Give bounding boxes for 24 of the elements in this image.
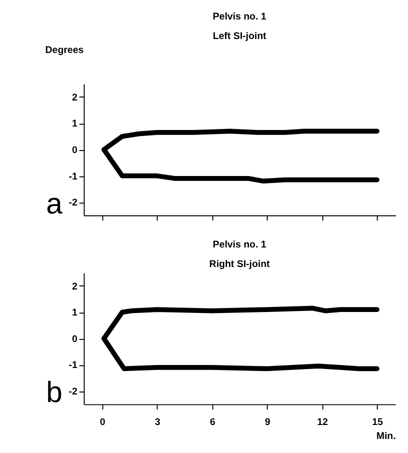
x-tick-label: 15 xyxy=(372,417,384,428)
y-tick-label: 2 xyxy=(72,92,78,104)
x-tick-label: 6 xyxy=(210,417,216,428)
chart-title: Pelvis no. 1 xyxy=(212,12,267,23)
y-tick-label: -2 xyxy=(68,386,78,398)
y-axis-title: Degrees xyxy=(45,45,84,56)
y-tick-label: 1 xyxy=(72,118,78,130)
x-tick-label: 9 xyxy=(264,417,271,428)
text: a xyxy=(46,188,64,220)
y-tick-label: 1 xyxy=(72,308,78,319)
y-tick-label: -2 xyxy=(68,198,78,209)
chart-title: Pelvis no. 1 xyxy=(212,239,267,250)
x-tick-label: 0 xyxy=(100,417,106,428)
y-tick-label: -1 xyxy=(68,360,78,372)
y-tick-label: 0 xyxy=(72,334,78,345)
chart-subtitle: Left SI-joint xyxy=(212,31,268,42)
y-tick-label: 0 xyxy=(72,144,78,156)
x-tick-label: 3 xyxy=(154,417,161,428)
x-tick-label: 12 xyxy=(317,417,329,428)
text: b xyxy=(46,377,62,410)
x-axis-title: Min. xyxy=(376,430,396,442)
y-tick-label: -1 xyxy=(68,171,78,182)
chart-subtitle: Right SI-joint xyxy=(209,258,271,270)
y-tick-label: 2 xyxy=(72,281,78,292)
